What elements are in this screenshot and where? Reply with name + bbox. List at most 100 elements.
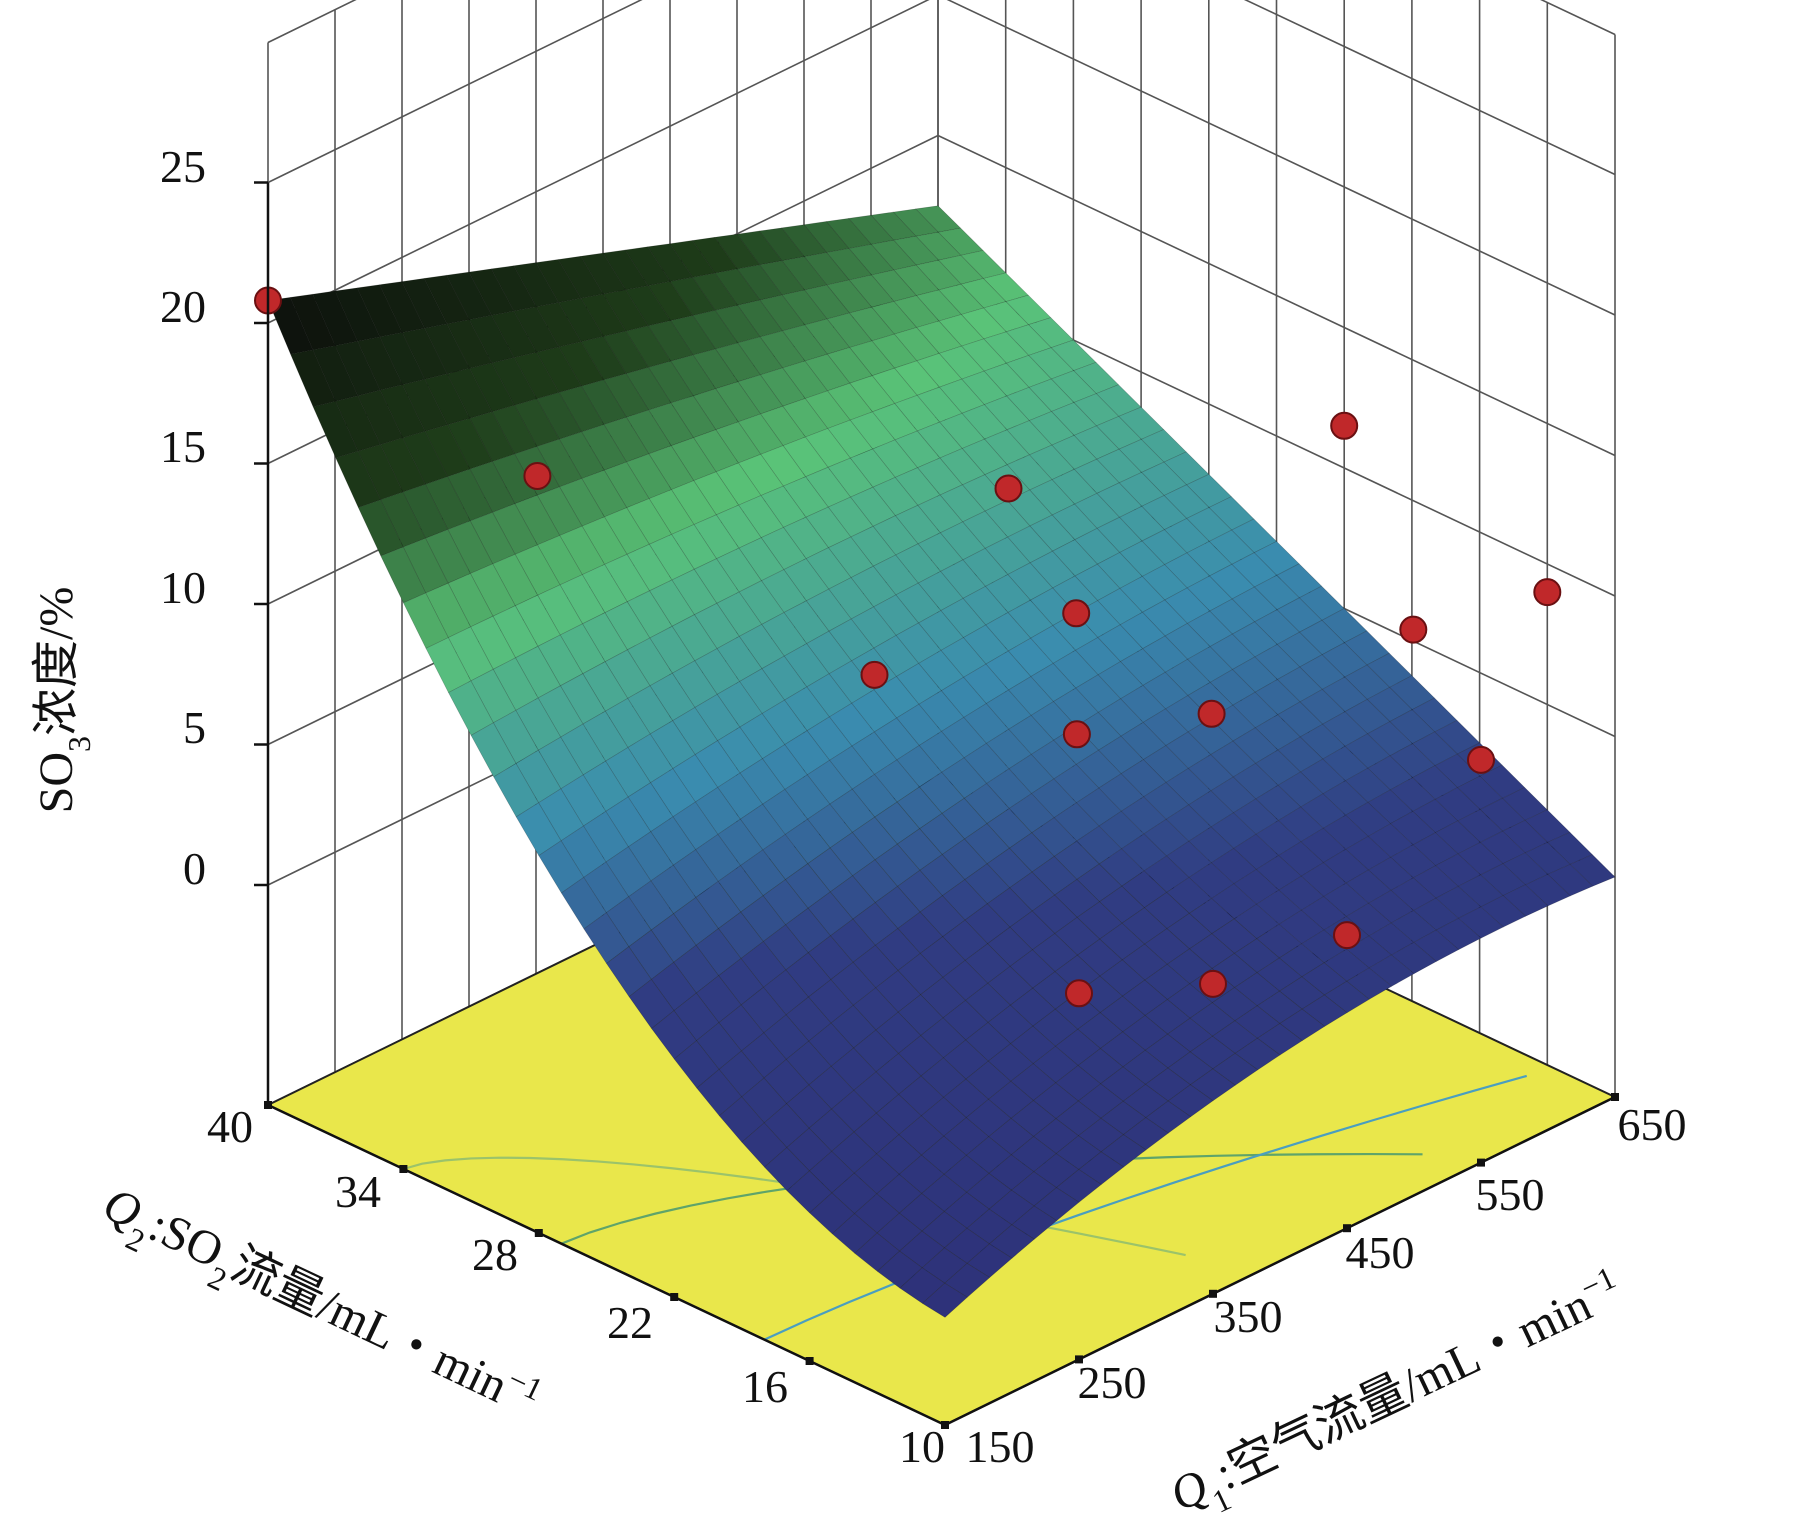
surface-cell bbox=[1457, 906, 1504, 939]
surface-cell bbox=[580, 379, 627, 425]
surface-cell bbox=[1122, 1015, 1169, 1051]
x-axis-line bbox=[267, 1103, 946, 1427]
surface-cell bbox=[718, 1004, 765, 1052]
surface-cell bbox=[1233, 938, 1280, 973]
surface-cell bbox=[1030, 663, 1077, 702]
surface-cell bbox=[741, 1122, 788, 1168]
x-tick-22: 22 bbox=[607, 1297, 653, 1348]
surface-cell bbox=[693, 558, 740, 604]
y-axis-tick bbox=[1477, 1158, 1485, 1167]
surface-cell bbox=[737, 336, 784, 376]
x-tick-40: 40 bbox=[207, 1101, 253, 1152]
surface-cell bbox=[605, 896, 652, 948]
surface-cell bbox=[827, 382, 873, 421]
x-axis-tick bbox=[805, 1357, 814, 1365]
surface-cell bbox=[783, 516, 829, 559]
surface-cell bbox=[1007, 525, 1053, 564]
surface-cell bbox=[380, 546, 427, 604]
surface-cell bbox=[964, 943, 1011, 984]
surface-cell bbox=[826, 248, 873, 281]
surface-cell bbox=[783, 600, 830, 644]
data-point-10 bbox=[1333, 921, 1361, 950]
surface-cell bbox=[830, 961, 877, 1006]
surface-cell bbox=[1279, 1008, 1326, 1041]
surface-cell bbox=[1524, 874, 1571, 907]
surface-cell bbox=[786, 1170, 833, 1214]
surface-cell bbox=[876, 1250, 923, 1289]
surface-cell bbox=[1141, 529, 1188, 565]
surface-cell bbox=[987, 966, 1034, 1006]
z-tick-5: 5 bbox=[183, 702, 206, 753]
surface-cell bbox=[1005, 355, 1052, 388]
surface-cell bbox=[1367, 789, 1414, 825]
surface-cell bbox=[1009, 871, 1056, 912]
surface-cell bbox=[651, 1010, 697, 1060]
surface-cell bbox=[966, 1243, 1013, 1278]
data-point-7 bbox=[1330, 411, 1359, 440]
surface-cell bbox=[649, 579, 695, 627]
surface-cell bbox=[921, 1282, 968, 1318]
surface-cell bbox=[941, 838, 988, 880]
surface-cell bbox=[920, 1057, 967, 1098]
surface-cell bbox=[1120, 796, 1167, 835]
surface-cell bbox=[897, 911, 944, 954]
surface-cell bbox=[717, 772, 764, 820]
surface-cell bbox=[558, 297, 604, 342]
surface-cell bbox=[379, 281, 426, 333]
surface-cell bbox=[1189, 1035, 1236, 1070]
surface-cell bbox=[470, 615, 516, 670]
z-axis-title-sub: 3 bbox=[61, 736, 97, 752]
data-point-11 bbox=[1199, 969, 1227, 998]
surface-cell bbox=[895, 543, 942, 584]
z-tick-20: 20 bbox=[160, 281, 206, 332]
surface-cell bbox=[961, 474, 1008, 512]
y-axis-tick bbox=[941, 1421, 949, 1429]
surface-cell bbox=[1231, 552, 1278, 588]
surface-cell bbox=[625, 409, 672, 455]
surface-cell bbox=[943, 1191, 990, 1229]
surface-cell bbox=[1301, 962, 1348, 996]
surface-cell bbox=[468, 314, 515, 364]
x-axis-tick bbox=[399, 1165, 408, 1173]
x-axis-title: Q2:SO2流量/mL・min−1 bbox=[89, 1173, 548, 1441]
surface-cell bbox=[694, 786, 741, 835]
surface-cell bbox=[1211, 918, 1258, 954]
surface-cell bbox=[425, 582, 472, 638]
surface-cell bbox=[716, 681, 763, 728]
surface-cell bbox=[694, 694, 741, 742]
surface-cell bbox=[583, 912, 630, 964]
surface-cell bbox=[1210, 776, 1257, 814]
surface-cell bbox=[1233, 903, 1280, 940]
surface-cell bbox=[1051, 435, 1098, 470]
x-tick-16: 16 bbox=[742, 1361, 788, 1412]
surface-cell bbox=[918, 650, 965, 692]
surface-cell bbox=[781, 224, 828, 257]
x-tick-labels: 10 16 22 28 34 40 bbox=[207, 1101, 945, 1472]
y-tick-350: 350 bbox=[1214, 1291, 1283, 1342]
surface-cell bbox=[1011, 1205, 1058, 1240]
surface-cell bbox=[741, 1077, 788, 1124]
data-point-5 bbox=[1062, 720, 1091, 749]
y-tick-550: 550 bbox=[1476, 1169, 1545, 1220]
surface-cell bbox=[491, 357, 538, 406]
data-point-1 bbox=[523, 462, 552, 490]
surface-cell bbox=[1254, 609, 1300, 645]
x-axis-tick bbox=[534, 1229, 543, 1237]
z-axis-title: SO3浓度/% bbox=[30, 587, 97, 814]
surface-cell bbox=[875, 1093, 922, 1136]
data-point-13 bbox=[1533, 578, 1562, 607]
surface-cell bbox=[402, 378, 448, 432]
surface-cell bbox=[1122, 1117, 1169, 1151]
surface-cell bbox=[870, 269, 917, 302]
surface-cell bbox=[1277, 736, 1324, 773]
grid-line bbox=[267, 0, 643, 184]
z-tick-0: 0 bbox=[183, 843, 206, 894]
y-axis-line bbox=[944, 1095, 1616, 1427]
surface-cell bbox=[673, 1040, 720, 1089]
surface-cell bbox=[1255, 855, 1302, 891]
surface-cell bbox=[899, 1230, 945, 1269]
grid-line bbox=[937, 134, 1616, 457]
surface-cell bbox=[1301, 994, 1348, 1027]
x-axis-tick bbox=[670, 1293, 679, 1301]
